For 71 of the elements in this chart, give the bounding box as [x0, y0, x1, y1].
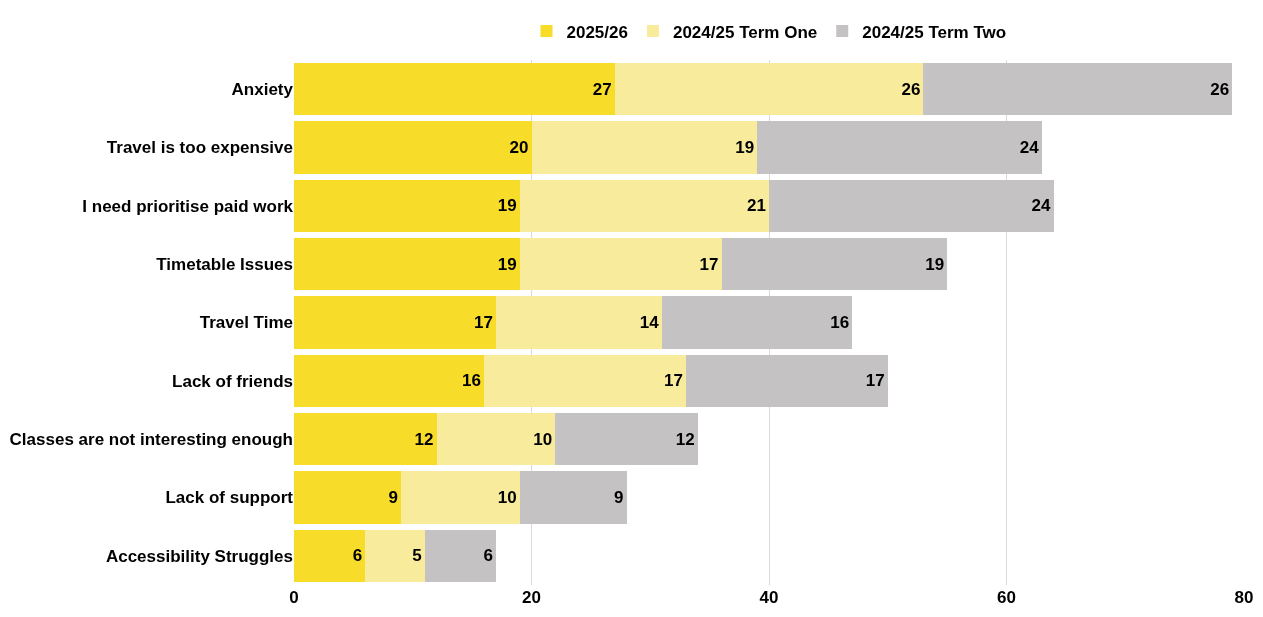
data-label: 12 [414, 429, 434, 449]
data-label: 9 [388, 488, 398, 507]
data-label: 6 [352, 546, 363, 566]
bar [294, 471, 401, 524]
y-tick-label: Travel Time [199, 313, 293, 333]
bar [294, 354, 484, 408]
bar [294, 529, 366, 583]
bar [294, 62, 615, 116]
data-label: 19 [497, 254, 517, 274]
data-label: 14 [639, 313, 660, 332]
data-label: 10 [533, 429, 553, 449]
data-label: 10 [497, 488, 517, 507]
data-label: 5 [412, 546, 422, 566]
bar [757, 121, 1043, 174]
bar [769, 179, 1054, 233]
data-label: 26 [1210, 79, 1230, 99]
bar [662, 296, 853, 349]
y-tick-label: Classes are not interesting enough [9, 430, 293, 450]
data-label: 19 [925, 254, 945, 274]
bar [614, 62, 924, 116]
data-label: 26 [901, 79, 921, 99]
data-label: 17 [699, 254, 719, 274]
bar [365, 529, 425, 583]
data-label: 9 [614, 488, 624, 507]
bar [294, 179, 520, 233]
data-label: 16 [830, 313, 850, 332]
bar [484, 354, 686, 408]
bar [495, 296, 663, 349]
x-tick-label: 40 [759, 588, 779, 607]
bar [555, 412, 698, 466]
bar [294, 237, 520, 291]
data-label: 20 [509, 138, 529, 157]
data-label: 16 [462, 371, 481, 391]
x-tick-label: 0 [289, 588, 299, 607]
data-label: 21 [747, 196, 766, 216]
bar [685, 354, 888, 408]
x-tick-label: 20 [522, 588, 541, 607]
bar [294, 121, 532, 174]
bar [923, 62, 1233, 116]
y-tick-label: Accessibility Struggles [105, 546, 293, 566]
data-label: 6 [483, 546, 493, 566]
y-tick-label: Timetable Issues [156, 255, 293, 275]
bar [400, 471, 520, 524]
bar [531, 121, 758, 174]
x-tick-label: 80 [1234, 588, 1254, 607]
legend-label: 2024/25 Term Two [862, 22, 1007, 42]
legend-label: 2025/26 [566, 22, 628, 42]
data-label: 17 [663, 371, 683, 391]
bar [424, 529, 496, 583]
y-tick-label: I need prioritise paid work [82, 196, 294, 216]
y-tick-label: Travel is too expensive [106, 138, 293, 158]
bar [721, 237, 948, 291]
bar [294, 296, 496, 349]
x-tick-label: 60 [997, 588, 1016, 607]
data-label: 19 [497, 196, 517, 216]
data-label: 12 [675, 429, 695, 449]
y-tick-label: Anxiety [231, 80, 294, 100]
y-tick-label: Lack of support [165, 488, 294, 508]
data-label: 24 [1031, 196, 1051, 216]
bar [436, 412, 556, 466]
data-label: 17 [473, 313, 493, 332]
bar [294, 412, 437, 466]
bar [519, 471, 627, 524]
data-label: 19 [735, 138, 755, 157]
data-label: 27 [592, 79, 612, 99]
data-label: 24 [1019, 138, 1040, 157]
y-tick-label: Lack of friends [172, 371, 293, 391]
legend-label: 2024/25 Term One [672, 22, 818, 42]
bar [519, 237, 722, 291]
bar [519, 179, 769, 233]
data-label: 17 [865, 371, 885, 391]
